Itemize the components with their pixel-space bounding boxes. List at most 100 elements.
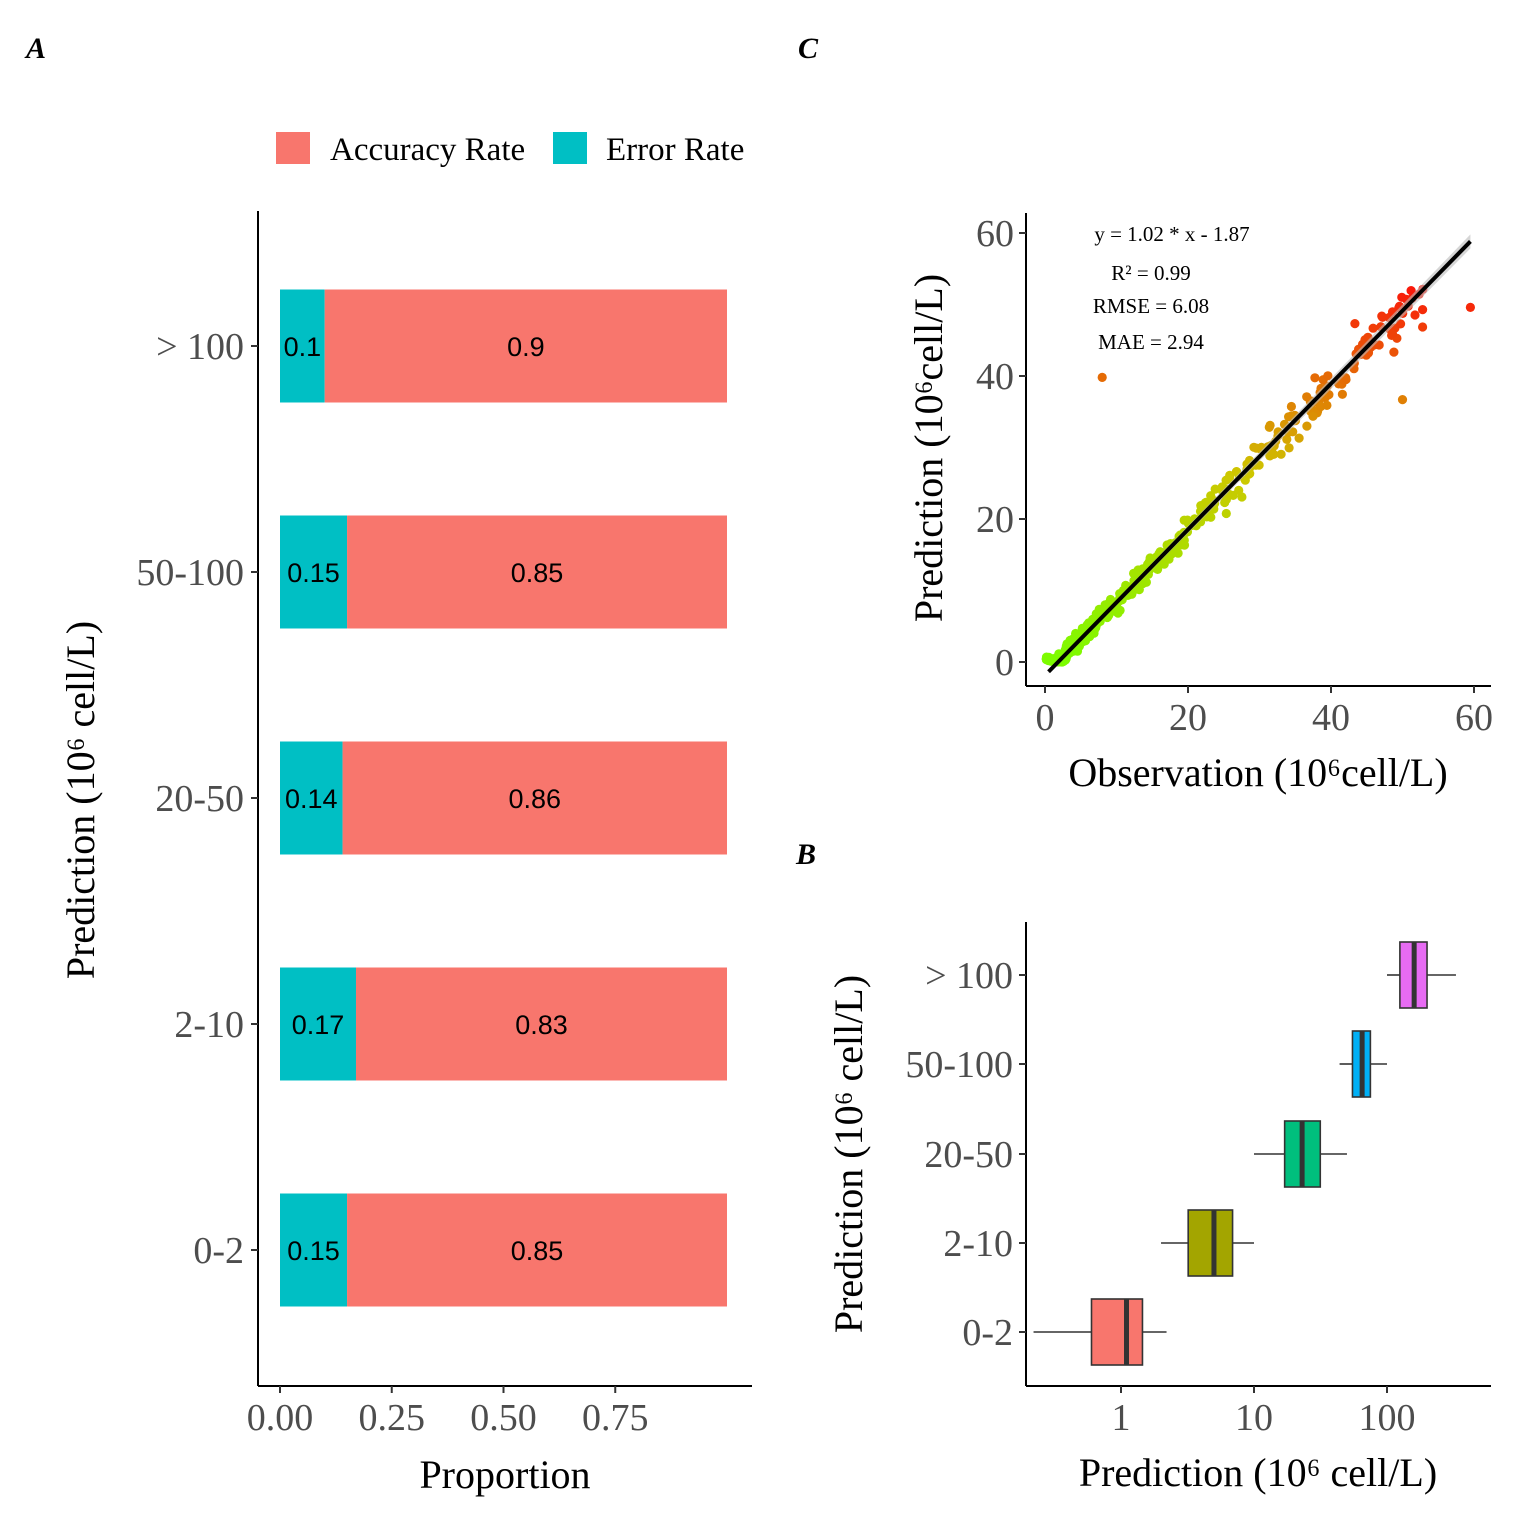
bar-label-accuracy: 0.9 bbox=[507, 332, 545, 362]
box-iqr bbox=[1187, 1209, 1234, 1277]
scatter-point bbox=[1377, 312, 1388, 322]
bar-error-rate bbox=[280, 515, 348, 629]
panel-a-y-ticks: 0-2 2-10 20-50 50-100 > 100 bbox=[136, 326, 258, 1272]
scatter-point bbox=[1201, 497, 1211, 507]
scatter-point bbox=[1350, 319, 1360, 329]
scatter-point bbox=[1397, 395, 1408, 405]
bar-label-accuracy: 0.85 bbox=[511, 558, 564, 588]
y-tick-label: 0 bbox=[995, 642, 1014, 684]
scatter-point bbox=[1310, 373, 1320, 383]
y-tick-label: 50-100 bbox=[136, 552, 244, 594]
bar-accuracy-rate bbox=[342, 741, 727, 855]
x-tick-label: 0 bbox=[1036, 697, 1055, 739]
y-tick-label: 20-50 bbox=[155, 778, 244, 820]
y-tick-label: 20-50 bbox=[924, 1134, 1013, 1176]
panel-c-fit-line bbox=[1047, 234, 1472, 674]
scatter-point bbox=[1418, 305, 1428, 315]
scatter-point bbox=[1465, 302, 1475, 312]
panel-c-y-ticks: 0 20 40 60 bbox=[976, 213, 1026, 684]
panel-letter-b: B bbox=[795, 838, 816, 871]
scatter-point bbox=[1302, 421, 1312, 431]
box-iqr bbox=[1090, 1298, 1144, 1366]
y-tick-label: 2-10 bbox=[943, 1223, 1013, 1265]
panel-b-boxes bbox=[1033, 941, 1456, 1366]
panel-a-x-axis-title: Proportion bbox=[419, 1452, 590, 1497]
scatter-point bbox=[1368, 323, 1378, 333]
fit-annotation: y = 1.02 * x - 1.87 bbox=[1094, 222, 1249, 246]
y-tick-label: > 100 bbox=[925, 955, 1013, 997]
panel-b-x-ticks: 1 10 100 bbox=[1112, 1386, 1416, 1439]
panel-letter-c: C bbox=[798, 32, 819, 65]
fit-line bbox=[1047, 240, 1472, 674]
y-tick-label: 0-2 bbox=[962, 1312, 1013, 1354]
legend-label-accuracy: Accuracy Rate bbox=[330, 132, 525, 168]
panel-a-x-ticks: 0.00 0.25 0.50 0.75 bbox=[247, 1386, 649, 1439]
panel-b-x-axis-title: Prediction (10⁶ cell/L) bbox=[1079, 1450, 1437, 1495]
bar-label-error: 0.1 bbox=[284, 332, 322, 362]
panel-letter-a: A bbox=[24, 32, 46, 65]
x-tick-label: 100 bbox=[1359, 1397, 1416, 1439]
scatter-point bbox=[1269, 449, 1279, 459]
panel-c-x-axis-title: Observation (10⁶cell/L) bbox=[1068, 750, 1447, 795]
scatter-point bbox=[1302, 392, 1312, 402]
panel-b-y-axis-title: Prediction (10⁶ cell/L) bbox=[826, 975, 871, 1333]
bar-error-rate bbox=[280, 1193, 348, 1307]
scatter-point bbox=[1138, 579, 1148, 589]
scatter-point bbox=[1276, 449, 1286, 459]
y-tick-label: 50-100 bbox=[905, 1044, 1013, 1086]
scatter-point bbox=[1323, 371, 1333, 381]
bar-label-accuracy: 0.83 bbox=[515, 1010, 568, 1040]
x-tick-label: 20 bbox=[1169, 697, 1207, 739]
scatter-point bbox=[1286, 401, 1296, 412]
scatter-point bbox=[1396, 319, 1406, 329]
x-tick-label: 60 bbox=[1455, 697, 1493, 739]
scatter-point bbox=[1337, 389, 1347, 399]
x-tick-label: 10 bbox=[1235, 1397, 1273, 1439]
panel-b-box-plot: 0-2 2-10 20-50 50-100 > 100 1 10 100 Predictio… bbox=[826, 922, 1491, 1495]
panel-a-y-axis-title: Prediction (10⁶ cell/L) bbox=[58, 621, 103, 979]
bar-accuracy-rate bbox=[324, 289, 727, 403]
x-tick-label: 1 bbox=[1112, 1397, 1131, 1439]
scatter-point bbox=[1265, 420, 1275, 430]
scatter-point bbox=[1221, 508, 1231, 519]
scatter-point bbox=[1284, 443, 1294, 453]
fit-annotation: R² = 0.99 bbox=[1111, 261, 1190, 285]
panel-a-bars: 0.15 0.85 0.17 0.83 0.14 0.86 0.15 0.85 0.1 0.9 bbox=[280, 289, 727, 1307]
scatter-point bbox=[1282, 434, 1292, 444]
scatter-point bbox=[1210, 484, 1220, 494]
fit-annotation: MAE = 2.94 bbox=[1098, 330, 1204, 354]
legend-label-error: Error Rate bbox=[606, 132, 744, 168]
panel-c-x-ticks: 0 20 40 60 bbox=[1036, 686, 1493, 739]
x-tick-label: 0.25 bbox=[359, 1397, 426, 1439]
panel-b-y-ticks: 0-2 2-10 20-50 50-100 > 100 bbox=[905, 955, 1026, 1354]
panel-c-y-axis-title: Prediction (10⁶cell/L) bbox=[906, 274, 951, 622]
legend-key-accuracy bbox=[276, 132, 310, 164]
bar-accuracy-rate bbox=[347, 1193, 727, 1307]
scatter-point bbox=[1234, 485, 1244, 495]
x-tick-label: 0.50 bbox=[470, 1397, 537, 1439]
y-tick-label: 2-10 bbox=[174, 1004, 244, 1046]
y-tick-label: 20 bbox=[976, 499, 1014, 541]
x-tick-label: 0.00 bbox=[247, 1397, 314, 1439]
bar-label-error: 0.15 bbox=[287, 558, 340, 588]
scatter-point bbox=[1294, 433, 1304, 443]
scatter-point bbox=[1249, 442, 1259, 452]
scatter-point bbox=[1387, 329, 1398, 339]
scatter-point bbox=[1410, 310, 1420, 320]
scatter-point bbox=[1097, 372, 1107, 382]
scatter-point bbox=[1153, 564, 1163, 575]
bar-accuracy-rate bbox=[355, 967, 727, 1081]
bar-label-error: 0.17 bbox=[292, 1010, 345, 1040]
bar-error-rate bbox=[280, 741, 343, 855]
legend-key-error bbox=[553, 132, 587, 164]
bar-accuracy-rate bbox=[347, 515, 727, 629]
bar-error-rate bbox=[280, 967, 356, 1081]
y-tick-label: 60 bbox=[976, 213, 1014, 255]
bar-label-accuracy: 0.85 bbox=[511, 1236, 564, 1266]
scatter-point bbox=[1322, 400, 1332, 410]
x-tick-label: 40 bbox=[1312, 697, 1350, 739]
bar-error-rate bbox=[280, 289, 325, 403]
fit-annotation: RMSE = 6.08 bbox=[1093, 294, 1209, 318]
scatter-point bbox=[1389, 347, 1399, 357]
legend: Accuracy Rate Error Rate bbox=[276, 132, 744, 168]
